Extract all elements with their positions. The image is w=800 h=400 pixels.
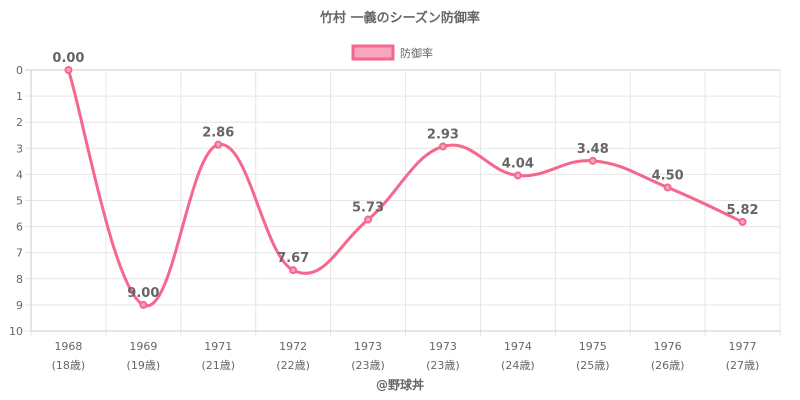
x-tick-sublabel: (19歳): [127, 359, 161, 372]
data-point: [513, 171, 522, 180]
y-tick-label: 10: [9, 325, 23, 338]
data-label: 0.00: [52, 51, 84, 66]
data-label: 4.50: [652, 168, 684, 183]
x-tick-label: 1969: [129, 340, 157, 353]
y-tick-label: 4: [16, 168, 23, 181]
x-tick-sublabel: (24歳): [501, 359, 535, 372]
data-point: [438, 142, 447, 151]
legend-label: 防御率: [400, 46, 433, 60]
legend[interactable]: 防御率: [351, 44, 433, 61]
data-points: [64, 66, 747, 309]
y-tick-label: 5: [16, 195, 23, 208]
x-tick-sublabel: (23歳): [426, 359, 460, 372]
y-axis: 0 1 2 3 4 5 6 7 8 9 10: [9, 64, 23, 338]
x-tick-label: 1973: [429, 340, 457, 353]
x-tick-label: 1974: [504, 340, 532, 353]
x-tick-label: 1968: [54, 340, 82, 353]
y-tick-label: 3: [16, 142, 23, 155]
data-point: [214, 140, 223, 149]
x-tick-label: 1972: [279, 340, 307, 353]
x-tick-label: 1971: [204, 340, 232, 353]
legend-swatch: [351, 44, 395, 61]
series-line: [67, 69, 744, 308]
data-label: 5.82: [727, 203, 759, 218]
x-tick-label: 1975: [579, 340, 607, 353]
data-label: 3.48: [577, 142, 609, 157]
x-axis: 1968 (18歳) 1969 (19歳) 1971 (21歳) 1972 (22歳) 1973…: [52, 340, 760, 372]
y-tick-label: 9: [16, 299, 23, 312]
data-label: 9.00: [127, 286, 159, 301]
x-tick-sublabel: (21歳): [201, 359, 235, 372]
data-point: [64, 66, 73, 74]
x-tick-label: 1977: [729, 340, 757, 353]
data-label: 5.73: [352, 201, 384, 216]
data-point: [139, 300, 148, 309]
data-label: 4.04: [502, 156, 534, 171]
y-tick-label: 2: [16, 116, 23, 129]
data-point: [738, 217, 747, 226]
grid: [25, 69, 781, 337]
y-tick-label: 8: [16, 273, 23, 286]
x-tick-sublabel: (27歳): [726, 359, 760, 372]
data-label: 2.86: [202, 126, 234, 141]
x-tick-label: 1976: [654, 340, 682, 353]
x-tick-sublabel: (18歳): [52, 359, 86, 372]
data-point: [663, 183, 672, 192]
data-label: 2.93: [427, 127, 459, 142]
y-tick-label: 6: [16, 221, 23, 234]
y-tick-label: 1: [16, 90, 23, 103]
x-axis-label: @野球丼: [376, 377, 424, 392]
y-tick-label: 7: [16, 247, 23, 260]
data-labels: 0.00 9.00 2.86 7.67 5.73 2.93 4.04 3.48 4.50 5.82: [52, 51, 758, 301]
data-point: [289, 266, 298, 275]
x-tick-sublabel: (26歳): [651, 359, 685, 372]
data-point: [364, 215, 373, 224]
data-point: [588, 156, 597, 165]
x-tick-sublabel: (25歳): [576, 359, 610, 372]
x-tick-sublabel: (23歳): [351, 359, 385, 372]
chart-title: 竹村 一義のシーズン防御率: [319, 10, 480, 26]
x-tick-label: 1973: [354, 340, 382, 353]
y-tick-label: 0: [16, 64, 23, 77]
x-tick-sublabel: (22歳): [276, 359, 310, 372]
data-label: 7.67: [277, 251, 309, 266]
